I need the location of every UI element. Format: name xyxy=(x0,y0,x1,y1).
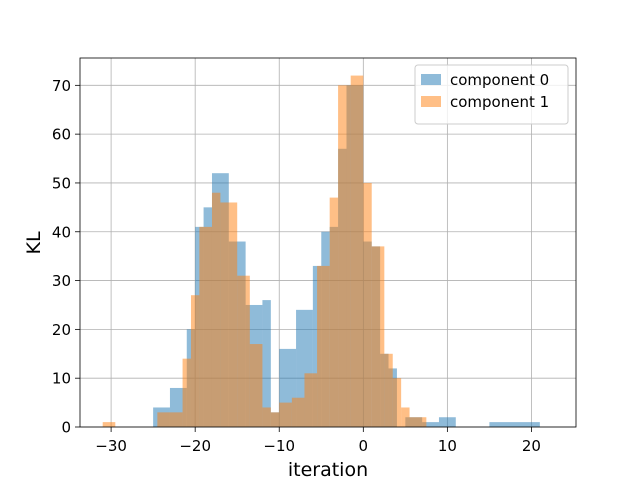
histogram-bar xyxy=(392,378,402,427)
y-axis-label: KL xyxy=(23,231,45,254)
histogram-bar xyxy=(157,412,183,427)
x-axis-label: iteration xyxy=(288,459,368,480)
histogram-bar xyxy=(329,197,339,427)
histogram-bar xyxy=(371,246,385,427)
histogram-bar xyxy=(304,373,318,427)
histogram-bar xyxy=(338,85,351,427)
histogram-bar xyxy=(489,422,540,427)
x-tick-label: 10 xyxy=(438,437,457,455)
histogram-bar xyxy=(262,407,271,427)
y-tick-label: 60 xyxy=(52,126,71,144)
axis-ticks: −30 −20 −10 0 10 20 0 10 20 30 40 50 60 70 xyxy=(52,77,541,455)
histogram-bar xyxy=(262,300,271,427)
y-tick-label: 20 xyxy=(52,321,71,339)
legend-swatch xyxy=(421,96,441,107)
legend-box xyxy=(414,64,569,125)
histogram-bar xyxy=(249,344,263,427)
histogram-bar xyxy=(279,402,292,427)
y-tick-label: 40 xyxy=(52,223,71,241)
y-tick-label: 70 xyxy=(52,77,71,95)
legend-swatch xyxy=(421,74,441,85)
histogram-bar xyxy=(312,265,322,427)
histogram-bar xyxy=(317,265,330,427)
histogram-bar xyxy=(211,192,221,427)
histogram-bar xyxy=(102,422,116,427)
y-tick-label: 0 xyxy=(61,419,71,437)
histogram-bars xyxy=(102,75,540,428)
y-tick-label: 50 xyxy=(52,174,71,192)
histogram-bar xyxy=(291,397,305,427)
x-tick-label: 0 xyxy=(359,437,369,455)
legend-label: component 1 xyxy=(450,93,549,111)
histogram-bar xyxy=(422,422,439,427)
series-1-bars xyxy=(102,75,427,428)
histogram-bar xyxy=(182,358,191,427)
histogram-bar xyxy=(409,417,427,427)
histogram-bar xyxy=(220,202,238,427)
x-tick-label: 20 xyxy=(522,437,541,455)
legend-label: component 0 xyxy=(450,71,549,89)
x-tick-label: −10 xyxy=(263,437,295,455)
histogram-bar xyxy=(237,275,250,427)
histogram-bar xyxy=(350,75,364,428)
histogram-bar xyxy=(270,412,280,427)
legend: component 0 component 1 xyxy=(414,64,569,125)
x-tick-label: −20 xyxy=(179,437,211,455)
histogram-bar xyxy=(190,295,200,427)
histogram-bar xyxy=(438,417,456,427)
histogram-bar xyxy=(401,407,410,427)
plot-frame xyxy=(79,57,577,428)
x-tick-label: −30 xyxy=(95,437,127,455)
histogram-bar xyxy=(384,353,393,427)
y-tick-label: 10 xyxy=(52,370,71,388)
y-tick-label: 30 xyxy=(52,272,71,290)
histogram-bar xyxy=(199,226,212,427)
histogram-bar xyxy=(363,182,372,427)
